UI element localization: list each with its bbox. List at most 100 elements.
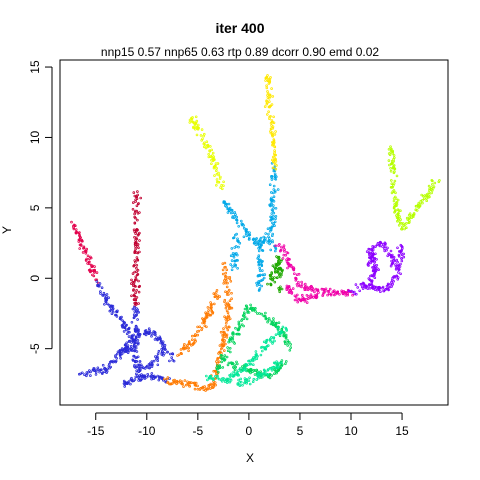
data-point: [393, 275, 397, 279]
x-axis: -15 -10 -5 0 5 10 15: [87, 412, 409, 438]
data-point: [136, 190, 139, 193]
data-point: [195, 133, 199, 137]
data-point: [277, 266, 281, 270]
data-point: [274, 207, 278, 210]
data-point: [176, 380, 180, 384]
data-point: [110, 306, 113, 310]
data-point: [386, 254, 390, 258]
data-point: [254, 310, 257, 313]
data-point: [386, 246, 389, 250]
data-point: [159, 337, 162, 340]
data-point: [216, 162, 220, 165]
data-point: [248, 382, 252, 386]
data-point: [266, 320, 269, 324]
data-point: [400, 259, 404, 263]
data-point: [130, 282, 133, 285]
data-point: [271, 143, 274, 147]
data-point: [268, 242, 271, 246]
data-point: [150, 332, 154, 335]
data-point: [115, 310, 118, 313]
data-point: [221, 357, 225, 361]
data-point: [132, 201, 135, 204]
data-point: [370, 259, 374, 262]
data-point: [425, 199, 429, 203]
data-point: [300, 283, 304, 286]
data-point: [395, 174, 399, 178]
data-point: [280, 330, 284, 334]
data-point: [275, 371, 278, 375]
data-point: [428, 188, 431, 192]
data-point: [270, 212, 274, 215]
data-point: [223, 349, 226, 352]
data-point: [265, 113, 269, 116]
data-point: [377, 268, 380, 272]
data-point: [222, 281, 226, 285]
data-point: [136, 243, 140, 246]
data-point: [211, 377, 215, 380]
data-point: [192, 125, 195, 129]
data-point: [150, 360, 154, 363]
data-point: [259, 240, 263, 243]
data-point: [114, 354, 117, 357]
data-point: [248, 231, 251, 235]
data-point: [299, 299, 303, 303]
data-point: [273, 269, 277, 273]
data-point: [271, 342, 274, 345]
data-point: [107, 296, 110, 300]
data-point: [266, 227, 270, 231]
data-point: [388, 163, 391, 167]
data-point: [278, 366, 282, 370]
data-point: [94, 373, 98, 376]
data-point: [259, 370, 262, 374]
data-point: [103, 366, 106, 370]
data-point: [270, 196, 273, 200]
data-point: [98, 282, 102, 285]
data-point: [121, 319, 125, 323]
data-point: [428, 195, 431, 199]
data-point: [279, 266, 282, 270]
data-point: [161, 344, 164, 348]
data-point: [366, 287, 370, 290]
data-point: [281, 325, 285, 329]
data-point: [373, 257, 376, 261]
data-point: [138, 239, 141, 242]
data-point: [217, 360, 221, 364]
data-point: [232, 255, 236, 259]
x-tick-label: 5: [297, 424, 304, 438]
data-point: [135, 335, 138, 339]
data-point: [91, 264, 94, 268]
data-point: [224, 321, 228, 325]
data-point: [143, 377, 147, 380]
data-point: [137, 302, 140, 305]
data-point: [274, 130, 277, 133]
data-point: [138, 360, 142, 363]
data-point: [226, 311, 230, 315]
data-point: [233, 366, 236, 370]
data-point: [208, 149, 211, 153]
data-point: [99, 368, 103, 372]
data-point: [269, 337, 272, 341]
data-point: [381, 245, 384, 248]
data-point: [288, 348, 292, 352]
data-point: [87, 268, 91, 272]
data-point: [430, 187, 433, 191]
data-point: [251, 380, 255, 384]
data-point: [156, 359, 160, 363]
series-9: [347, 240, 406, 296]
data-point: [229, 374, 232, 378]
data-point: [135, 229, 138, 233]
data-point: [258, 266, 262, 270]
data-point: [290, 290, 294, 294]
data-point: [268, 376, 272, 380]
data-point: [270, 335, 273, 339]
data-point: [223, 300, 226, 304]
data-point: [206, 145, 210, 149]
data-point: [233, 332, 236, 336]
data-point: [95, 280, 99, 283]
data-point: [235, 360, 238, 364]
data-point: [235, 221, 239, 225]
data-point: [204, 146, 208, 150]
data-point: [323, 288, 327, 292]
data-point: [135, 374, 139, 377]
data-point: [128, 330, 131, 334]
